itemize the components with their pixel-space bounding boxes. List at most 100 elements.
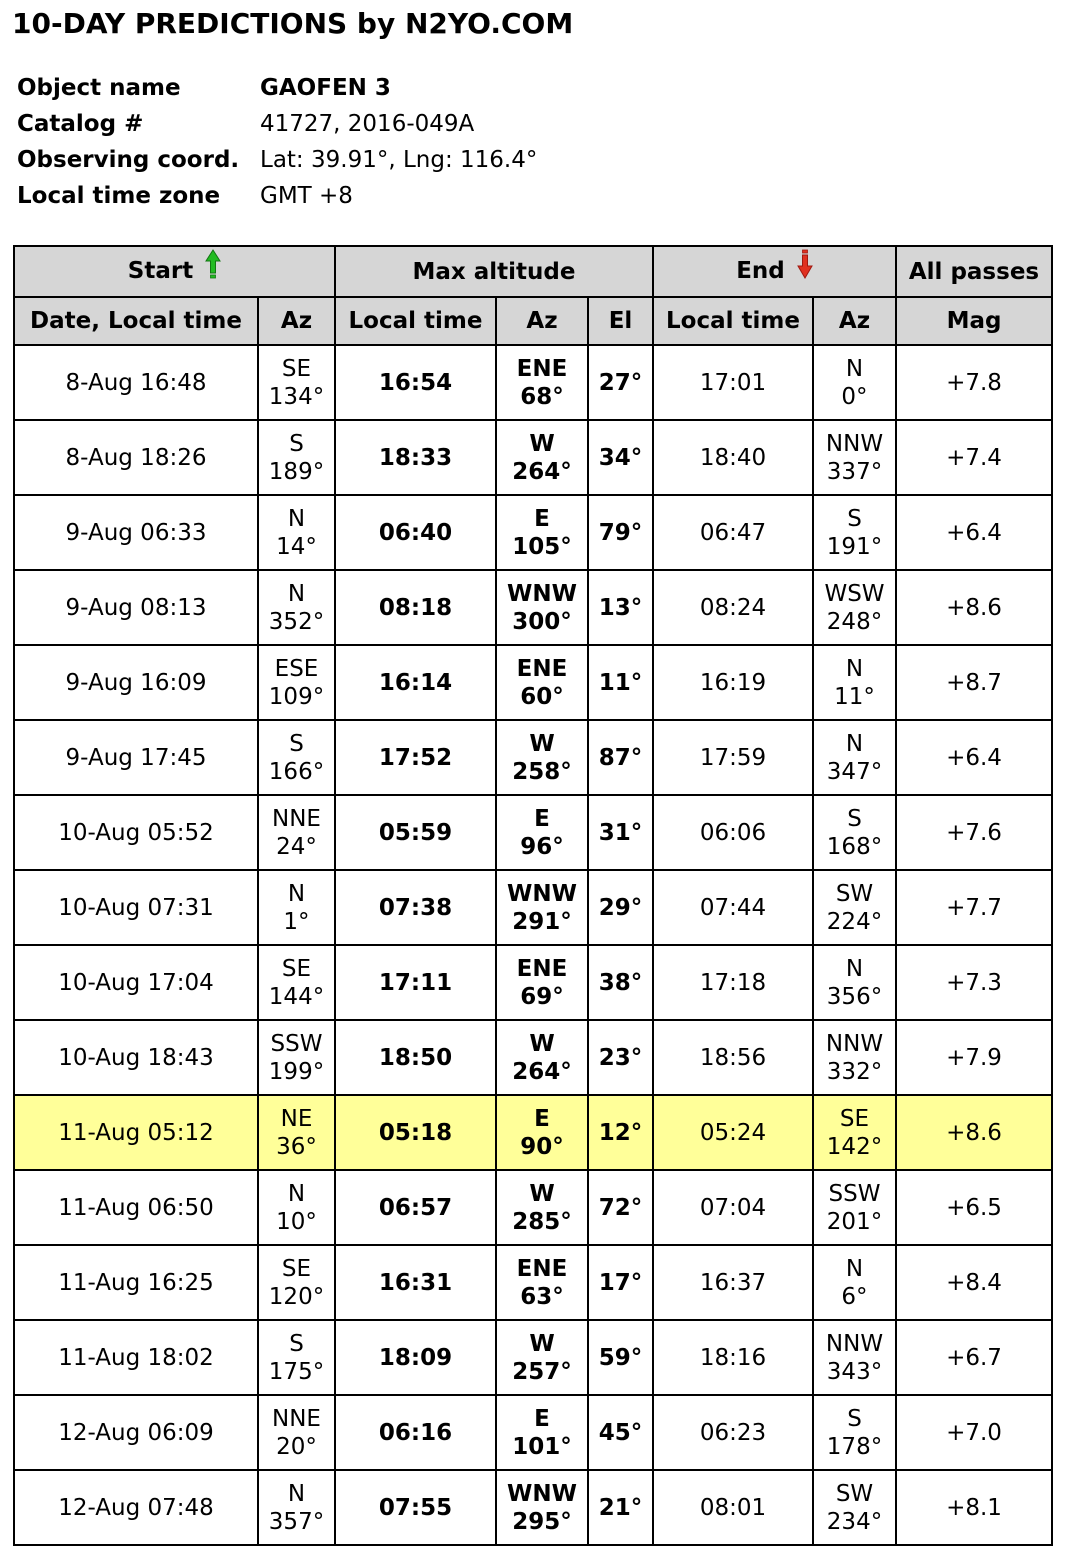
azimuth-degrees: 60° <box>520 683 564 710</box>
end-az-cell: N 11° <box>812 644 897 721</box>
pass-row: 9-Aug 08:13 N 352° 08:18 WNW 300° 13° 08:24 WSW 2… <box>13 569 1053 646</box>
azimuth-direction: SE <box>281 1255 312 1282</box>
end-time-cell: 18:56 <box>652 1019 814 1096</box>
max-time-cell: 08:18 <box>334 569 497 646</box>
mag-cell: +7.7 <box>895 869 1053 946</box>
azimuth-degrees: 300° <box>512 608 572 635</box>
azimuth-direction: W <box>529 1030 555 1057</box>
start-az-cell: NNE 20° <box>257 1394 336 1471</box>
max-el-cell: 31° <box>587 794 654 871</box>
azimuth-direction: S <box>847 505 862 532</box>
end-time-cell: 17:01 <box>652 344 814 421</box>
mag-cell: +8.4 <box>895 1244 1053 1321</box>
max-el-cell: 79° <box>587 494 654 571</box>
mag-cell: +6.4 <box>895 494 1053 571</box>
azimuth-degrees: 357° <box>268 1508 325 1535</box>
azimuth-direction: NNW <box>825 430 884 457</box>
azimuth-direction: S <box>289 1330 304 1357</box>
azimuth-direction: E <box>534 505 550 532</box>
azimuth-degrees: 69° <box>520 983 564 1010</box>
azimuth-degrees: 258° <box>512 758 572 785</box>
azimuth-direction: WSW <box>824 580 885 607</box>
azimuth-degrees: 234° <box>826 1508 883 1535</box>
azimuth-degrees: 295° <box>512 1508 572 1535</box>
max-el-cell: 23° <box>587 1019 654 1096</box>
pass-row: 11-Aug 16:25 SE 120° 16:31 ENE 63° 17° 16:37 N 6°… <box>13 1244 1053 1321</box>
max-az-cell: W 258° <box>495 719 589 796</box>
azimuth-direction: NNW <box>825 1030 884 1057</box>
object-name-value: GAOFEN 3 <box>260 75 391 101</box>
azimuth-direction: N <box>845 955 864 982</box>
end-az-cell: N 0° <box>812 344 897 421</box>
start-date-time-cell: 12-Aug 06:09 <box>13 1394 259 1471</box>
pass-row: 8-Aug 16:48 SE 134° 16:54 ENE 68° 27° 17:01 N 0° +… <box>13 344 1053 421</box>
max-time-cell: 17:52 <box>334 719 497 796</box>
azimuth-degrees: 142° <box>826 1133 883 1160</box>
pass-row: 11-Aug 18:02 S 175° 18:09 W 257° 59° 18:16 NNW 34… <box>13 1319 1053 1396</box>
max-time-cell: 18:33 <box>334 419 497 496</box>
azimuth-direction: SE <box>839 1105 870 1132</box>
catalog-label: Catalog # <box>17 111 144 137</box>
end-az-cell: NNW 343° <box>812 1319 897 1396</box>
azimuth-direction: E <box>534 1105 550 1132</box>
end-az-cell: S 191° <box>812 494 897 571</box>
max-el-cell: 27° <box>587 344 654 421</box>
azimuth-degrees: 6° <box>841 1283 868 1310</box>
mag-cell: +8.6 <box>895 1094 1053 1171</box>
start-date-time-cell: 9-Aug 17:45 <box>13 719 259 796</box>
max-time-cell: 18:50 <box>334 1019 497 1096</box>
mag-cell: +8.6 <box>895 569 1053 646</box>
mag-cell: +7.0 <box>895 1394 1053 1471</box>
azimuth-direction: ENE <box>516 1255 568 1282</box>
end-az-cell: S 178° <box>812 1394 897 1471</box>
end-az-cell: NNW 332° <box>812 1019 897 1096</box>
max-el-cell: 17° <box>587 1244 654 1321</box>
start-az-cell: SE 134° <box>257 344 336 421</box>
pass-row: 10-Aug 17:04 SE 144° 17:11 ENE 69° 38° 17:18 N 35… <box>13 944 1053 1021</box>
mag-cell: +6.7 <box>895 1319 1053 1396</box>
max-time-cell: 16:54 <box>334 344 497 421</box>
end-time-cell: 08:01 <box>652 1469 814 1546</box>
max-el-cell: 11° <box>587 644 654 721</box>
end-time-cell: 07:04 <box>652 1169 814 1246</box>
start-date-time-cell: 10-Aug 18:43 <box>13 1019 259 1096</box>
catalog-value: 41727, 2016-049A <box>260 111 475 137</box>
pass-row: 9-Aug 06:33 N 14° 06:40 E 105° 79° 06:47 S 191° +6… <box>13 494 1053 571</box>
max-az-cell: W 285° <box>495 1169 589 1246</box>
azimuth-direction: N <box>287 505 306 532</box>
max-time-cell: 18:09 <box>334 1319 497 1396</box>
end-az-cell: SW 224° <box>812 869 897 946</box>
azimuth-degrees: 337° <box>826 458 883 485</box>
end-time-cell: 06:23 <box>652 1394 814 1471</box>
azimuth-direction: WNW <box>507 880 577 907</box>
end-az-cell: SW 234° <box>812 1469 897 1546</box>
mag-cell: +6.5 <box>895 1169 1053 1246</box>
azimuth-degrees: 96° <box>520 833 564 860</box>
all-passes-header: All passes <box>895 245 1053 298</box>
azimuth-degrees: 285° <box>512 1208 572 1235</box>
max-az-cell: WNW 300° <box>495 569 589 646</box>
max-el-cell: 38° <box>587 944 654 1021</box>
start-date-time-cell: 10-Aug 07:31 <box>13 869 259 946</box>
end-time-cell: 16:37 <box>652 1244 814 1321</box>
azimuth-degrees: 10° <box>276 1208 317 1235</box>
azimuth-degrees: 1° <box>283 908 310 935</box>
start-az-cell: SE 120° <box>257 1244 336 1321</box>
max-el-cell: 13° <box>587 569 654 646</box>
timezone-label: Local time zone <box>17 183 221 209</box>
max-az-cell: W 264° <box>495 419 589 496</box>
max-el-cell: 21° <box>587 1469 654 1546</box>
azimuth-degrees: 248° <box>826 608 883 635</box>
azimuth-degrees: 257° <box>512 1358 572 1385</box>
azimuth-direction: NNE <box>272 1405 321 1432</box>
group-header-row: Start Max altitude End All <box>13 245 1053 298</box>
azimuth-degrees: 356° <box>826 983 883 1010</box>
start-az-cell: NNE 24° <box>257 794 336 871</box>
object-name-label: Object name <box>17 75 181 101</box>
max-el-cell: 12° <box>587 1094 654 1171</box>
azimuth-degrees: 0° <box>841 383 868 410</box>
pass-row: 10-Aug 07:31 N 1° 07:38 WNW 291° 29° 07:44 SW 224… <box>13 869 1053 946</box>
azimuth-degrees: 347° <box>826 758 883 785</box>
max-az-cell: E 90° <box>495 1094 589 1171</box>
azimuth-degrees: 343° <box>826 1358 883 1385</box>
